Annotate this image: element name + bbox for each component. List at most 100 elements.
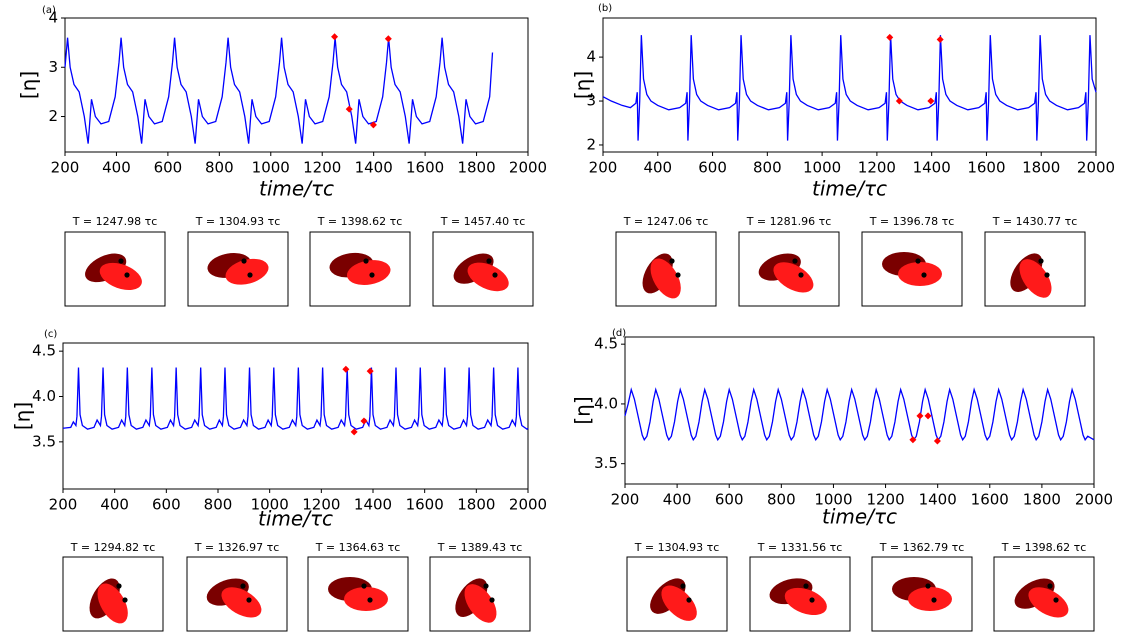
- x-tick-label: 600: [152, 496, 181, 514]
- capsule-light: [1019, 259, 1052, 298]
- capsule-pair: [642, 253, 681, 299]
- x-axis-label: time/τc: [822, 505, 897, 529]
- x-tick-label: 1000: [251, 496, 289, 514]
- tracer-dot: [367, 597, 373, 603]
- panel-label: (d): [612, 328, 626, 339]
- tracer-dot: [124, 272, 130, 278]
- x-tick-label: 400: [102, 159, 131, 177]
- tracer-dot: [803, 583, 809, 589]
- x-tick-label: 1200: [866, 491, 904, 509]
- tracer-dot: [675, 272, 681, 278]
- snapshot-label: T = 1457.40 τc: [440, 215, 526, 228]
- y-tick-label: 3.5: [32, 432, 56, 450]
- capsule-light: [784, 587, 827, 615]
- x-tick-label: 1600: [971, 491, 1009, 509]
- tracer-dot: [118, 258, 124, 264]
- y-tick-label: 3: [48, 58, 58, 76]
- x-tick-label: 400: [663, 491, 692, 509]
- capsule-pair: [207, 253, 269, 285]
- marker: [927, 97, 935, 105]
- snapshot-label: T = 1396.78 τc: [869, 215, 955, 228]
- x-tick-label: 2000: [509, 496, 547, 514]
- capsule-light: [97, 583, 128, 624]
- x-tick-label: 800: [204, 496, 233, 514]
- y-tick-label: 2: [586, 135, 596, 153]
- y-tick-label: 4.0: [32, 387, 56, 405]
- tracer-dot: [792, 258, 798, 264]
- y-tick-label: 2: [48, 107, 58, 125]
- capsule-light: [344, 587, 388, 611]
- capsule-light: [225, 258, 269, 285]
- x-tick-label: 600: [154, 159, 183, 177]
- marker: [895, 97, 903, 105]
- marker: [350, 428, 358, 436]
- snapshot-label: T = 1247.98 τc: [72, 215, 158, 228]
- capsule-pair: [329, 252, 391, 285]
- x-tick-label: 1200: [303, 159, 341, 177]
- x-tick-label: 1800: [1022, 159, 1060, 177]
- snapshot-label: T = 1281.96 τc: [746, 215, 832, 228]
- capsule-light: [908, 587, 952, 611]
- snapshot-label: T = 1362.79 τc: [879, 541, 965, 554]
- tracer-dot: [116, 583, 122, 589]
- y-axis-label: [η]: [571, 71, 595, 99]
- marker: [933, 437, 941, 445]
- capsule-light: [99, 262, 142, 290]
- marker: [936, 36, 944, 44]
- x-tick-label: 200: [51, 159, 80, 177]
- capsule-light: [464, 584, 497, 623]
- y-tick-label: 3.5: [594, 454, 618, 472]
- capsule-pair: [769, 578, 827, 615]
- capsule-light: [898, 262, 942, 286]
- x-tick-label: 2000: [509, 159, 547, 177]
- marker: [886, 33, 894, 41]
- tracer-dot: [489, 597, 495, 603]
- tracer-dot: [247, 272, 253, 278]
- x-tick-label: 600: [698, 159, 727, 177]
- tracer-dot: [680, 583, 686, 589]
- capsule-light: [346, 260, 391, 285]
- plot-frame: [602, 17, 1097, 153]
- capsule-pair: [453, 253, 509, 292]
- marker: [360, 417, 368, 425]
- capsule-light: [661, 585, 697, 621]
- y-tick-label: 4.5: [32, 342, 56, 360]
- panel-label: (b): [598, 3, 612, 14]
- x-tick-label: 1400: [354, 496, 392, 514]
- tracer-dot: [241, 258, 247, 264]
- x-tick-label: 1400: [919, 491, 957, 509]
- snapshot-label: T = 1398.62 τc: [317, 215, 403, 228]
- tracer-dot: [915, 258, 921, 264]
- capsule-light: [467, 262, 509, 292]
- data-line: [62, 367, 529, 430]
- marker: [345, 105, 353, 113]
- x-tick-label: 600: [715, 491, 744, 509]
- snapshot-label: T = 1430.77 τc: [992, 215, 1078, 228]
- capsule-pair: [650, 578, 697, 621]
- snapshot-label: T = 1294.82 τc: [70, 541, 156, 554]
- tracer-dot: [809, 597, 815, 603]
- capsule-pair: [89, 578, 128, 624]
- tracer-dot: [369, 272, 375, 278]
- x-tick-label: 200: [611, 491, 640, 509]
- x-tick-label: 200: [49, 496, 78, 514]
- marker: [384, 35, 392, 43]
- x-tick-label: 200: [589, 159, 618, 177]
- snapshot-label: T = 1326.97 τc: [194, 541, 280, 554]
- x-tick-label: 1600: [406, 496, 444, 514]
- plot-frame: [624, 336, 1095, 485]
- y-tick-label: 3: [586, 92, 596, 110]
- capsule-pair: [328, 577, 388, 611]
- y-axis-label: [η]: [17, 71, 41, 99]
- y-tick-label: 4: [48, 9, 58, 27]
- snapshot-label: T = 1398.62 τc: [1001, 541, 1087, 554]
- plot-frame: [64, 17, 529, 153]
- snapshot-label: T = 1364.63 τc: [315, 541, 401, 554]
- tracer-dot: [686, 597, 692, 603]
- x-tick-label: 1600: [406, 159, 444, 177]
- capsule-light: [221, 587, 262, 618]
- x-tick-label: 1800: [457, 159, 495, 177]
- y-axis-label: [η]: [571, 396, 595, 424]
- panel-label: (a): [42, 5, 56, 16]
